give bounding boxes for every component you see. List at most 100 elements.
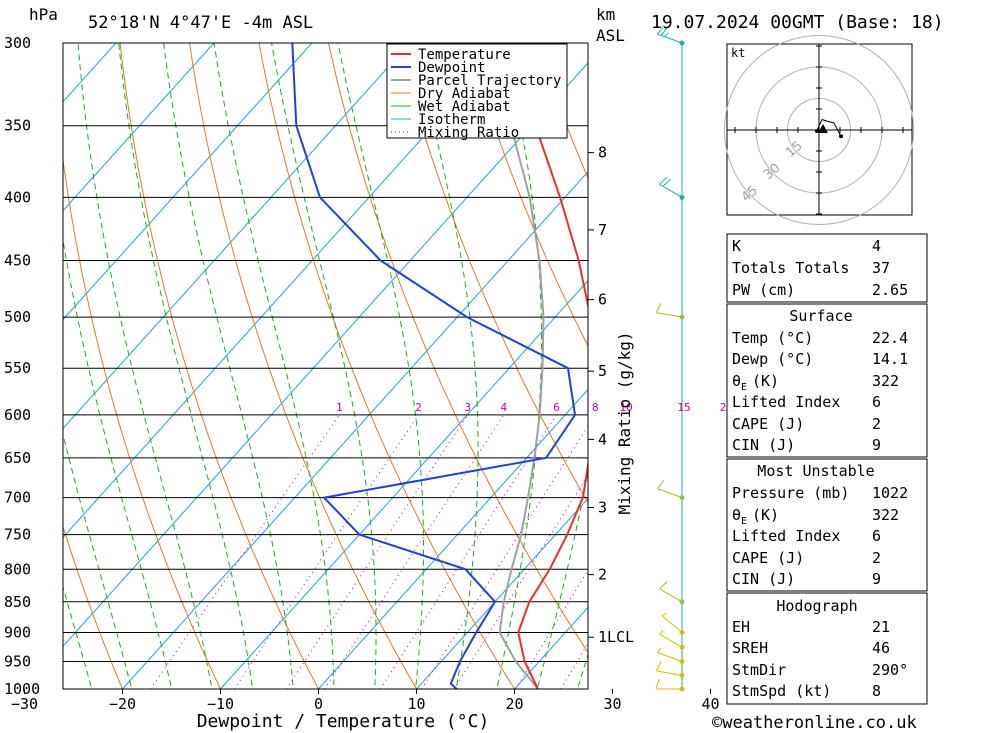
stmdir-value: 290° — [872, 661, 908, 679]
pressure-tick-label: 950 — [4, 652, 31, 670]
pw-value: 2.65 — [872, 281, 908, 299]
temperature-tick-label: 0 — [314, 695, 323, 713]
wind-barb-flag — [655, 661, 662, 672]
mixing-ratio-line — [515, 569, 588, 689]
surface-dewp-value: 14.1 — [872, 350, 908, 368]
k-label: K — [732, 237, 741, 255]
isotherm-line — [63, 43, 411, 430]
wind-barb-flag — [662, 178, 671, 187]
mixing-ratio-labels: 12346810152025 — [336, 401, 767, 414]
dry-adiabat-line — [63, 156, 222, 689]
sreh-label: SREH — [732, 639, 768, 657]
eh-label: EH — [732, 618, 750, 636]
mu-cape-label: CAPE (J) — [732, 549, 804, 567]
profiles — [291, 43, 588, 689]
stmspd-value: 8 — [872, 682, 881, 700]
pressure-unit-label: hPa — [29, 5, 58, 24]
wind-barb-flag — [659, 581, 668, 590]
isotherm-line — [416, 497, 588, 689]
hodograph-unit: kt — [731, 46, 745, 60]
temperature-axis: −30 −20 −10 0 10 20 30 40 — [11, 689, 720, 713]
pressure-tick-label: 650 — [4, 449, 31, 467]
isotherm-line — [220, 279, 588, 689]
pw-label: PW (cm) — [732, 281, 795, 299]
temperature-tick-label: −30 — [11, 695, 38, 713]
dry-adiabat-line — [119, 43, 320, 689]
legend-dewpoint: Dewpoint — [418, 60, 485, 76]
mu-pressure-label: Pressure (mb) — [732, 484, 849, 502]
wind-barb-staff — [659, 633, 683, 648]
height-tick-label: 5 — [598, 362, 607, 380]
height-tick-label: 4 — [598, 430, 607, 448]
wet-adiabat-line — [77, 43, 213, 689]
dry-adiabat-line — [327, 43, 588, 654]
mixing-ratio-label: 2 — [415, 401, 422, 414]
wet-adiabat-line — [63, 432, 133, 689]
surface-cin-label: CIN (J) — [732, 436, 795, 454]
pressure-tick-label: 1000 — [4, 680, 40, 698]
wet-adiabat-line — [63, 236, 173, 689]
surface-li-label: Lifted Index — [732, 393, 840, 411]
surface-table: Surface Temp (°C) 22.4 Dewp (°C) 14.1 θE… — [726, 303, 928, 458]
wind-barb-staff — [657, 488, 683, 499]
pressure-tick-label: 550 — [4, 359, 31, 377]
background-lines — [63, 25, 1000, 715]
location-title: 52°18'N 4°47'E -4m ASL — [88, 13, 313, 33]
mixing-ratio-label: 8 — [592, 401, 599, 414]
wind-barb-flag — [659, 176, 668, 185]
legend: Temperature Dewpoint Parcel Trajectory D… — [386, 43, 568, 141]
wind-barb-flag — [657, 480, 665, 490]
wet-adiabat-line — [271, 43, 377, 689]
wind-barb-staff — [657, 652, 683, 662]
tt-label: Totals Totals — [732, 259, 849, 277]
eh-value: 21 — [872, 618, 890, 636]
isotherm-line — [63, 43, 313, 321]
sreh-value: 46 — [872, 639, 890, 657]
mixing-ratio-line — [150, 414, 340, 689]
wet-adiabat-line — [213, 43, 335, 689]
mu-li-label: Lifted Index — [732, 527, 840, 545]
pressure-tick-label: 900 — [4, 623, 31, 641]
indices-table: K 4 Totals Totals 37 PW (cm) 2.65 — [726, 233, 928, 303]
wind-barb-staff — [656, 312, 683, 318]
wind-barb-staff — [656, 670, 683, 676]
x-axis-title: Dewpoint / Temperature (°C) — [197, 711, 490, 732]
mixing-ratio-axis-title: Mixing Ratio (g/kg) — [615, 331, 634, 514]
dewpoint-profile — [291, 43, 577, 689]
pressure-tick-label: 750 — [4, 526, 31, 544]
wind-barb-flag — [655, 678, 660, 690]
pressure-tick-label: 300 — [4, 34, 31, 52]
stmspd-label: StmSpd (kt) — [732, 682, 831, 700]
tt-value: 37 — [872, 259, 890, 277]
mu-theta-label: (K) — [752, 506, 779, 524]
mu-cin-value: 9 — [872, 570, 881, 588]
pressure-tick-label: 850 — [4, 593, 31, 611]
hodograph-params-table: Hodograph EH 21 SREH 46 StmDir 290° StmS… — [726, 592, 928, 705]
surface-temp-label: Temp (°C) — [732, 329, 813, 347]
isotherm-line — [63, 62, 588, 647]
temperature-tick-label: −10 — [207, 695, 234, 713]
mu-li-value: 6 — [872, 527, 881, 545]
stmdir-label: StmDir — [732, 661, 786, 679]
mu-pressure-value: 1022 — [872, 484, 908, 502]
wind-barb-column — [655, 25, 685, 692]
wind-barb-staff — [661, 615, 683, 633]
temperature-tick-label: −20 — [109, 695, 136, 713]
temperature-tick-label: 30 — [603, 695, 621, 713]
mu-title: Most Unstable — [757, 462, 874, 480]
legend-parcel: Parcel Trajectory — [418, 73, 561, 89]
surface-cin-value: 9 — [872, 436, 881, 454]
wind-barb-staff — [659, 588, 683, 603]
height-tick-label: 3 — [598, 498, 607, 516]
hodograph-start-dot — [814, 129, 819, 134]
mixing-ratio-line — [233, 414, 420, 689]
legend-temperature: Temperature — [418, 47, 511, 63]
mu-cape-value: 2 — [872, 549, 881, 567]
dry-adiabat-line — [944, 25, 1000, 715]
height-tick-label: 6 — [598, 291, 607, 309]
surface-cape-value: 2 — [872, 415, 881, 433]
wind-barb-flag — [655, 303, 662, 313]
height-axis: 8 7 6 5 4 3 2 1LCL — [588, 144, 634, 646]
copyright: ©weatheronline.co.uk — [712, 713, 917, 733]
